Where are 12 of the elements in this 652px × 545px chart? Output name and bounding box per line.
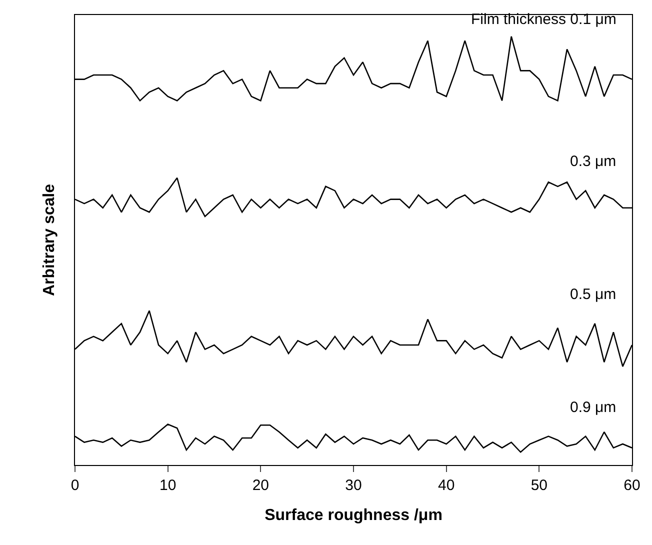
series-label: 0.9 μm: [570, 399, 616, 416]
x-tick-label: 20: [252, 477, 270, 494]
series-label: 0.3 μm: [570, 153, 616, 170]
x-tick-label: 30: [345, 477, 362, 494]
x-axis-title: Surface roughness /μm: [264, 506, 442, 524]
x-tick-label: 50: [530, 477, 548, 494]
series-label: 0.5 μm: [570, 286, 616, 303]
y-axis-title: Arbitrary scale: [40, 184, 58, 296]
x-tick-label: 40: [438, 477, 455, 494]
x-tick-label: 10: [159, 477, 176, 494]
x-tick-label: 60: [624, 477, 640, 494]
x-tick-label: 0: [70, 477, 80, 494]
